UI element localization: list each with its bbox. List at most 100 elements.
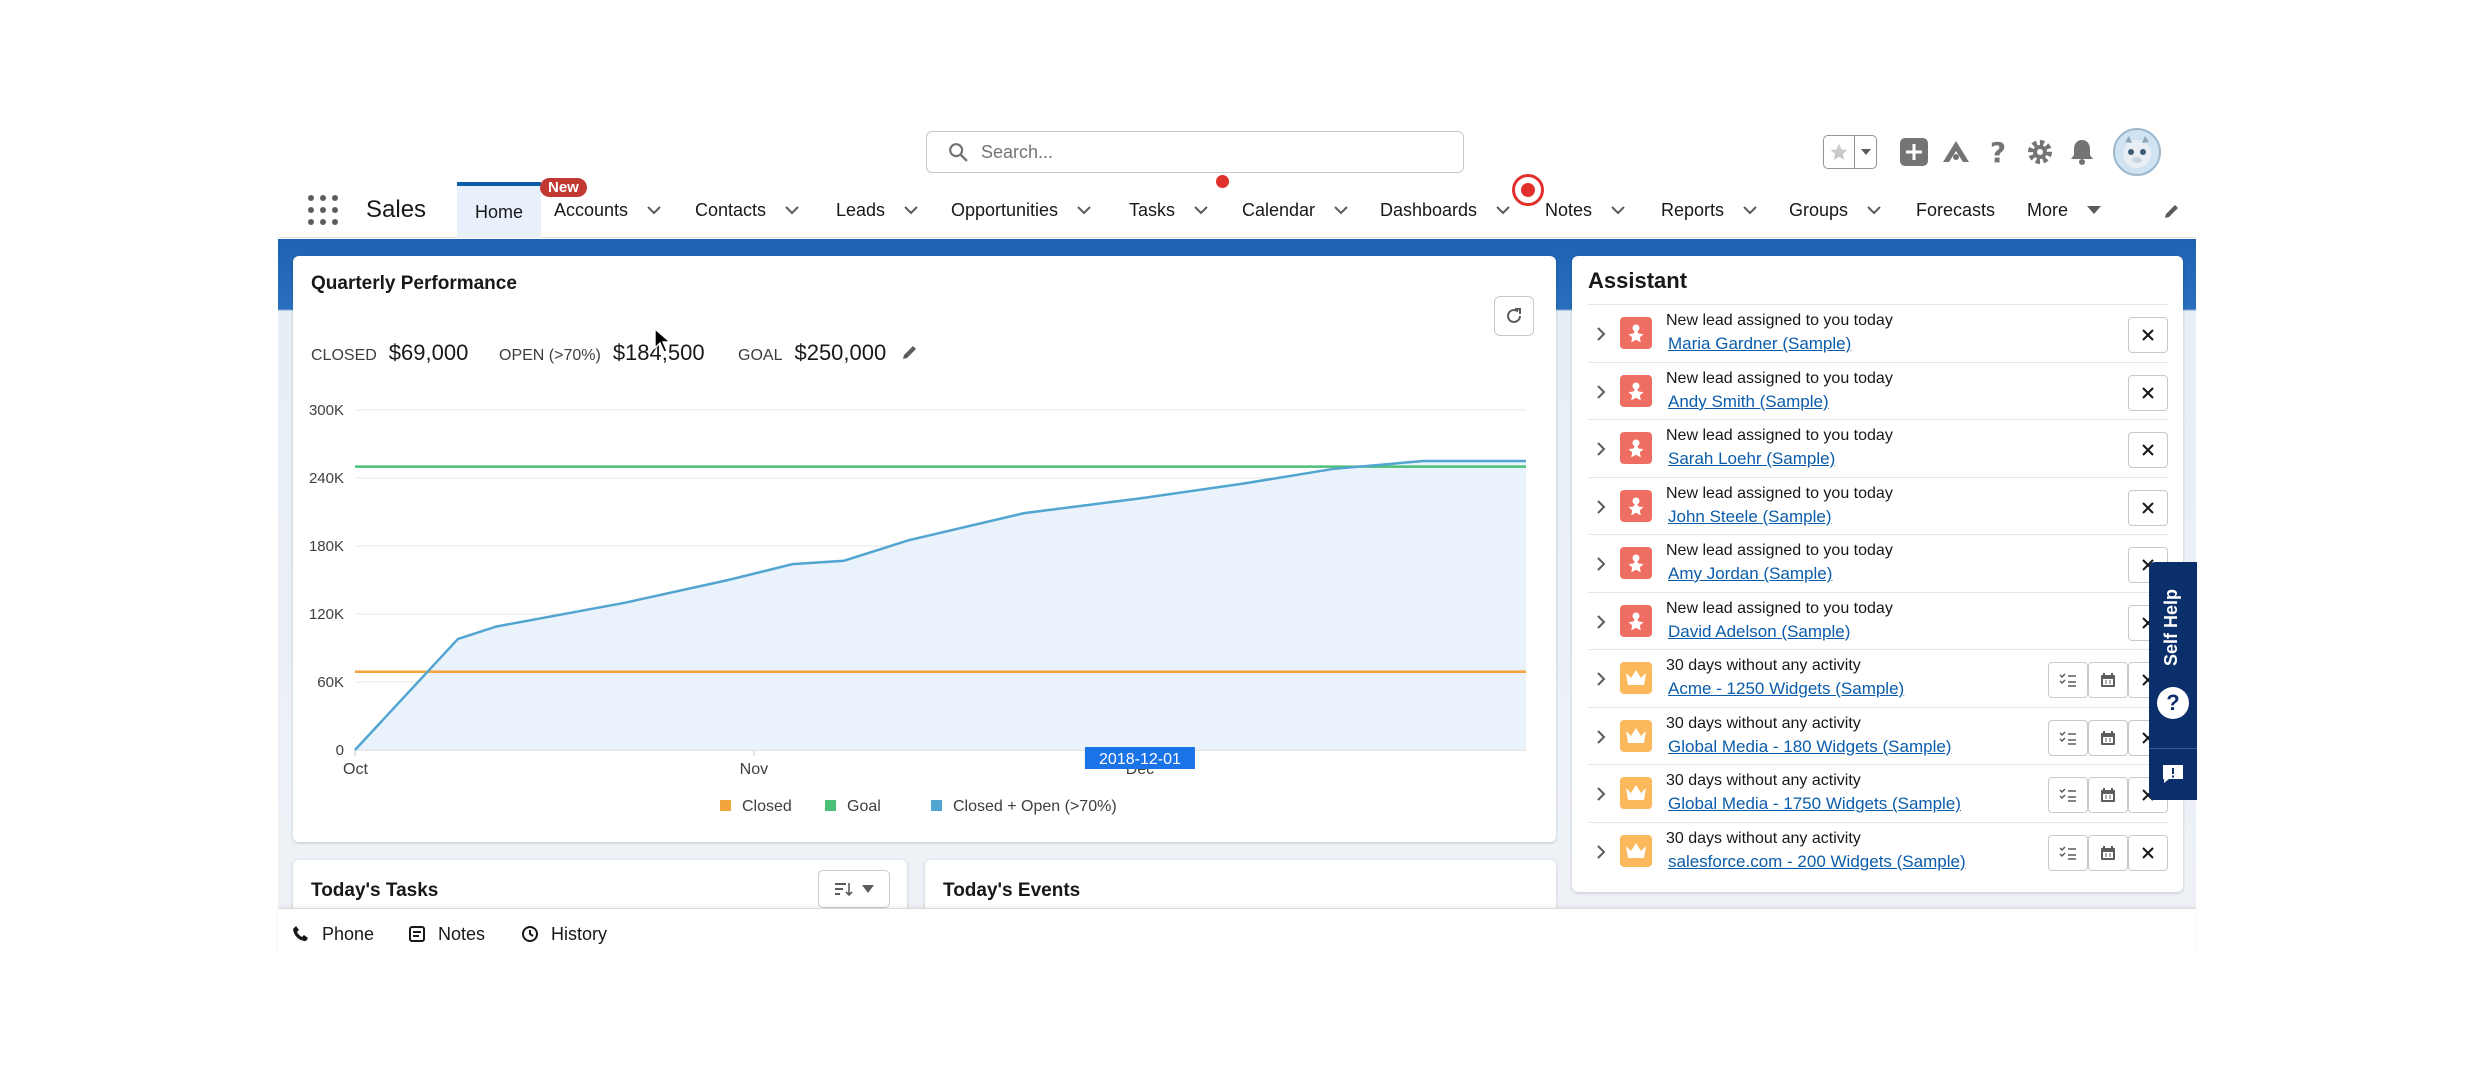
help-button[interactable]: ? [1977,131,2019,173]
tab-home[interactable]: Home [457,182,542,238]
assistant-item-text: New lead assigned to you today [1666,369,1893,387]
tab-contacts[interactable]: Contacts [695,182,800,238]
assistant-item-text: 30 days without any activity [1666,714,1861,732]
todays-events-title: Today's Events [943,880,1081,901]
x-tick-label: Nov [740,761,768,778]
chevron-right-icon[interactable] [1594,843,1608,861]
tab-dashboards[interactable]: Dashboards [1380,182,1511,238]
utility-history[interactable]: History [521,909,607,959]
chevron-right-icon[interactable] [1594,325,1608,343]
favorites-menu-button[interactable] [1854,136,1876,168]
assistant-item: New lead assigned to you today John Steel… [1588,476,2168,535]
assistant-item-link[interactable]: salesforce.com - 200 Widgets (Sample) [1668,851,1966,871]
quarterly-performance-title: Quarterly Performance [311,273,517,294]
chevron-right-icon[interactable] [1594,555,1608,573]
help-question-icon[interactable]: ? [2157,687,2189,719]
opportunity-crown-icon [1626,670,1646,685]
new-badge: New [540,178,587,197]
tab-leads[interactable]: Leads [836,182,919,238]
opportunity-crown-icon [1626,842,1646,858]
edit-goal-pencil-icon[interactable] [900,342,920,362]
chevron-right-icon[interactable] [1594,383,1608,401]
kpi-goal-value: $250,000 [794,340,887,365]
utility-phone[interactable]: Phone [292,909,374,959]
new-event-button[interactable] [2088,777,2128,813]
dismiss-button[interactable] [2128,374,2168,411]
tab-tasks[interactable]: Tasks [1129,182,1209,238]
dismiss-button[interactable] [2128,317,2168,353]
lead-icon [1628,382,1644,400]
assistant-item-text: 30 days without any activity [1666,772,1861,789]
chevron-right-icon[interactable] [1594,498,1608,516]
tab-opportunities-label: Opportunities [951,199,1059,220]
tab-calendar[interactable]: Calendar [1242,182,1349,238]
chevron-down-icon [785,206,799,215]
lead-badge [1620,374,1652,407]
self-help-label: Self Help [2161,588,2182,666]
chevron-right-icon[interactable] [1594,440,1608,458]
star-icon [1830,143,1848,160]
new-task-button[interactable] [2048,662,2088,698]
recording-dot [1216,175,1229,188]
new-event-button[interactable] [2088,834,2128,871]
global-actions-button[interactable] [1893,131,1935,173]
opportunity-badge [1620,719,1652,752]
edit-nav-pencil-icon[interactable] [2162,201,2182,221]
assistant-item-link[interactable]: David Adelson (Sample) [1668,621,1851,641]
trailhead-button[interactable] [1935,131,1977,173]
tab-more[interactable]: More [2027,182,2102,238]
self-help-label-wrap: Self Help [2152,572,2192,682]
setup-button[interactable] [2019,131,2061,173]
history-clock-icon [522,926,538,942]
new-task-button[interactable] [2048,834,2088,871]
tab-reports[interactable]: Reports [1661,182,1758,238]
refresh-icon [1507,308,1521,323]
assistant-item-link[interactable]: Sarah Loehr (Sample) [1668,449,1836,468]
assistant-item-link[interactable]: Amy Jordan (Sample) [1668,564,1833,583]
utility-history-label: History [551,923,608,944]
assistant-item-link[interactable]: Andy Smith (Sample) [1668,391,1829,411]
assistant-item: New lead assigned to you today Amy Jordan… [1588,534,2168,592]
chevron-down-icon [1496,206,1510,215]
assistant-item-link[interactable]: Maria Gardner (Sample) [1668,334,1852,353]
header-actions: ? [1823,128,2161,176]
assistant-item-link[interactable]: Global Media - 180 Widgets (Sample) [1668,736,1952,756]
new-task-button[interactable] [2048,719,2088,756]
utility-notes[interactable]: Notes [408,909,485,959]
favorites-star-button[interactable] [1824,136,1854,168]
calendar-icon [2101,673,2115,687]
app-launcher-button[interactable] [308,195,338,225]
chevron-right-icon[interactable] [1594,670,1608,688]
dismiss-button[interactable] [2128,489,2168,526]
task-filter-button[interactable] [818,870,890,908]
chevron-right-icon[interactable] [1594,613,1608,631]
assistant-item-text: New lead assigned to you today [1666,484,1893,502]
avatar[interactable] [2113,128,2161,176]
tab-notes[interactable]: Notes [1545,182,1626,238]
lead-badge [1620,317,1652,349]
feedback-button[interactable] [2149,748,2197,798]
tab-accounts[interactable]: Accounts [554,182,662,238]
assistant-item-link[interactable]: John Steele (Sample) [1668,506,1832,526]
refresh-button[interactable] [1494,296,1534,336]
assistant-item-link[interactable]: Global Media - 1750 Widgets (Sample) [1668,794,1961,813]
notifications-button[interactable] [2061,131,2103,173]
tab-forecasts[interactable]: Forecasts [1916,182,1995,238]
new-event-button[interactable] [2088,719,2128,756]
tab-groups-label: Groups [1789,199,1849,220]
dismiss-button[interactable] [2128,432,2168,468]
new-task-button[interactable] [2048,777,2088,813]
self-help-widget[interactable]: Self Help ? [2149,562,2197,800]
tab-contacts-label: Contacts [695,199,767,220]
tab-dashboards-label: Dashboards [1380,199,1478,220]
tab-groups[interactable]: Groups [1789,182,1882,238]
lead-icon [1628,612,1644,630]
assistant-item-link[interactable]: Acme - 1250 Widgets (Sample) [1668,679,1905,698]
new-event-button[interactable] [2088,662,2128,698]
dismiss-button[interactable] [2128,834,2168,871]
search-icon [949,143,968,162]
global-search[interactable]: Search... [926,131,1464,173]
chevron-right-icon[interactable] [1594,728,1608,746]
tab-opportunities[interactable]: Opportunities [951,182,1092,238]
chevron-right-icon[interactable] [1594,785,1608,803]
